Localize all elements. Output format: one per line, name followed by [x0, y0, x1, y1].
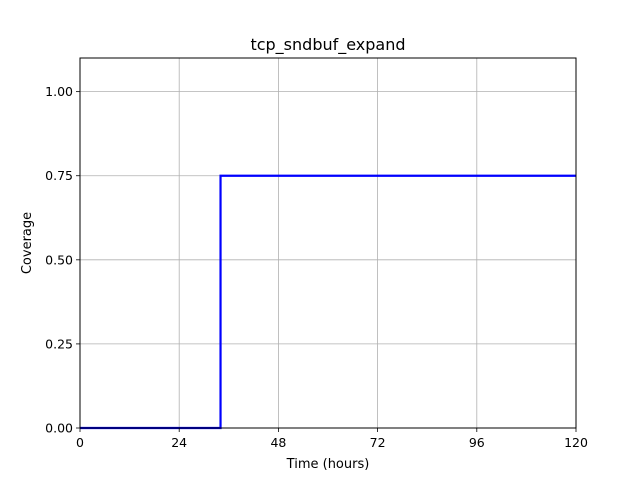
y-tick-label: 0.00 [45, 421, 73, 436]
x-tick-label: 96 [469, 435, 485, 450]
x-tick-label: 48 [270, 435, 286, 450]
plot-frame [79, 57, 577, 429]
x-tick-label: 120 [564, 435, 588, 450]
y-tick-label: 0.75 [45, 168, 73, 183]
x-axis-label: Time (hours) [286, 457, 370, 472]
y-tick-label: 0.50 [45, 252, 73, 267]
chart-title: tcp_sndbuf_expand [250, 35, 405, 55]
x-tick-label: 72 [370, 435, 386, 450]
y-tick-label: 0.25 [45, 336, 73, 351]
x-tick-label: 0 [76, 435, 84, 450]
axis-ticks: 0 24 48 72 96 120 0.00 0.25 0.50 0.75 1.00 [45, 84, 588, 450]
y-tick-label: 1.00 [45, 84, 73, 99]
y-axis-label: Coverage [20, 212, 35, 274]
x-tick-label: 24 [171, 435, 187, 450]
